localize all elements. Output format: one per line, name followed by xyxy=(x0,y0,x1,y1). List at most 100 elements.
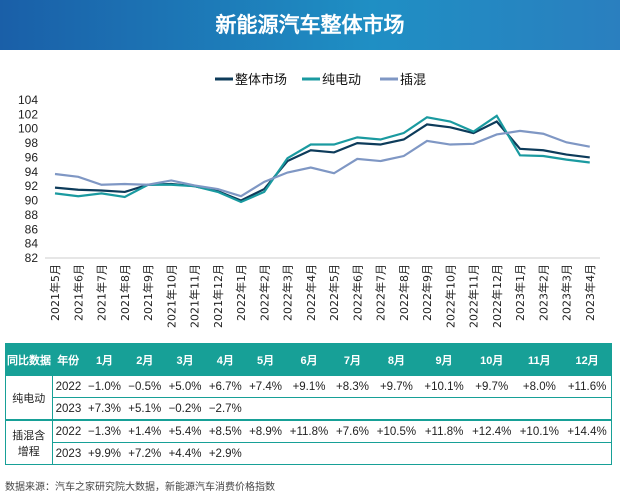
x-tick-label: 2023年3月 xyxy=(560,264,574,321)
table-cell: −2.7% xyxy=(205,397,246,421)
table-cell: +10.5% xyxy=(372,420,421,443)
table-cell xyxy=(467,442,516,465)
table-cell xyxy=(563,397,612,421)
y-tick-label: 82 xyxy=(25,251,39,265)
table-cell: 2023 xyxy=(52,442,85,465)
table-cell xyxy=(420,397,468,421)
column-header: 年份 xyxy=(52,343,85,376)
x-tick-label: 2022年9月 xyxy=(420,264,434,321)
table-cell: +7.6% xyxy=(332,420,373,443)
table-cell: −1.3% xyxy=(84,420,125,443)
x-tick-label: 2021年8月 xyxy=(118,264,132,321)
table-cell xyxy=(515,397,564,421)
x-tick-label: 2022年12月 xyxy=(490,264,504,328)
table-cell: +6.7% xyxy=(205,376,246,398)
page-title: 新能源汽车整体市场 xyxy=(0,0,620,50)
x-tick-label: 2022年7月 xyxy=(374,264,388,321)
table-cell: +11.8% xyxy=(285,420,333,443)
series-line-1 xyxy=(54,114,590,204)
column-header: 8月 xyxy=(372,343,421,376)
y-tick-label: 90 xyxy=(25,194,39,208)
table-cell xyxy=(332,442,373,465)
table-cell xyxy=(372,397,421,421)
table-cell: +8.5% xyxy=(205,420,246,443)
table-cell: +12.4% xyxy=(467,420,516,443)
table-row: 2023 +9.9% +7.2% +4.4% +2.9% xyxy=(6,442,612,465)
footnote: 数据来源：汽车之家研究院大数据，新能源汽车消费价格指数 xyxy=(5,482,275,493)
table-cell: +5.0% xyxy=(164,376,206,398)
table-cell: +8.0% xyxy=(515,376,564,398)
legend-label: 插混 xyxy=(400,73,426,88)
table-cell: −1.0% xyxy=(84,376,125,398)
x-tick-label: 2021年10月 xyxy=(164,264,178,328)
table-cell xyxy=(245,397,286,421)
table-row: 2023 +7.3% +5.1% −0.2% −2.7% xyxy=(6,397,612,421)
column-header: 6月 xyxy=(285,343,333,376)
y-tick-label: 102 xyxy=(18,107,38,121)
table-cell: −0.5% xyxy=(124,376,165,398)
yoy-table: 同比数据 年份 1月 2月 3月 4月 5月 6月 7月 8月 9月 10月 11月 12月 纯电动 202… xyxy=(5,343,612,465)
column-header: 12月 xyxy=(563,343,612,376)
table-cell xyxy=(245,442,286,465)
table-cell xyxy=(420,442,468,465)
x-tick-label: 2022年5月 xyxy=(327,264,341,321)
y-tick-label: 104 xyxy=(18,93,38,107)
y-tick-label: 96 xyxy=(25,150,39,164)
series-line-2 xyxy=(54,129,590,198)
column-header: 7月 xyxy=(332,343,373,376)
y-tick-label: 100 xyxy=(18,122,38,136)
table-cell: +2.9% xyxy=(205,442,246,465)
y-tick-label: 98 xyxy=(25,136,39,150)
table-cell: +9.1% xyxy=(285,376,333,398)
table-cell: +7.3% xyxy=(84,397,125,421)
x-tick-label: 2021年7月 xyxy=(95,264,109,321)
column-header: 10月 xyxy=(467,343,516,376)
table-cell: +14.4% xyxy=(563,420,612,443)
x-tick-label: 2023年4月 xyxy=(583,264,597,321)
table-cell: +5.1% xyxy=(124,397,165,421)
x-tick-label: 2021年12月 xyxy=(211,264,225,328)
column-header: 1月 xyxy=(84,343,125,376)
column-header: 3月 xyxy=(164,343,206,376)
table-cell xyxy=(515,442,564,465)
table-cell xyxy=(467,397,516,421)
x-tick-label: 2022年8月 xyxy=(397,264,411,321)
column-header: 2月 xyxy=(124,343,165,376)
table-cell xyxy=(285,397,333,421)
y-tick-label: 84 xyxy=(25,237,39,251)
row-group-label: 纯电动 xyxy=(5,376,53,421)
x-tick-label: 2023年2月 xyxy=(536,264,550,321)
column-header: 4月 xyxy=(205,343,246,376)
y-tick-label: 94 xyxy=(25,165,39,179)
table-cell: 2023 xyxy=(52,397,85,421)
y-tick-label: 86 xyxy=(25,222,39,236)
table-cell: +11.6% xyxy=(563,376,612,398)
table-cell: +1.4% xyxy=(124,420,165,443)
x-tick-label: 2022年10月 xyxy=(443,264,457,328)
table-cell: +9.7% xyxy=(467,376,516,398)
x-tick-label: 2022年3月 xyxy=(281,264,295,321)
column-header: 11月 xyxy=(515,343,564,376)
y-tick-label: 88 xyxy=(25,208,39,222)
table-cell: 2022 xyxy=(52,376,85,398)
table-cell xyxy=(563,442,612,465)
table-cell: +7.2% xyxy=(124,442,165,465)
row-group-label: 插混含增程 xyxy=(5,420,53,465)
x-tick-label: 2022年6月 xyxy=(350,264,364,321)
column-header: 同比数据 xyxy=(5,343,52,376)
table-cell: +5.4% xyxy=(164,420,206,443)
legend-label: 整体市场 xyxy=(235,72,287,88)
table-cell: +8.9% xyxy=(245,420,286,443)
x-tick-label: 2022年1月 xyxy=(234,264,248,321)
x-tick-label: 2021年5月 xyxy=(48,264,62,321)
column-header: 9月 xyxy=(420,343,468,376)
table-header: 同比数据 年份 1月 2月 3月 4月 5月 6月 7月 8月 9月 10月 11月 12月 xyxy=(5,343,612,376)
table-cell: 2022 xyxy=(52,420,85,443)
table-cell: +8.3% xyxy=(332,376,373,398)
table-cell xyxy=(285,442,333,465)
table-cell: +10.1% xyxy=(420,376,468,398)
x-tick-label: 2021年9月 xyxy=(141,264,155,321)
table-cell: +7.4% xyxy=(245,376,286,398)
column-header: 5月 xyxy=(245,343,286,376)
